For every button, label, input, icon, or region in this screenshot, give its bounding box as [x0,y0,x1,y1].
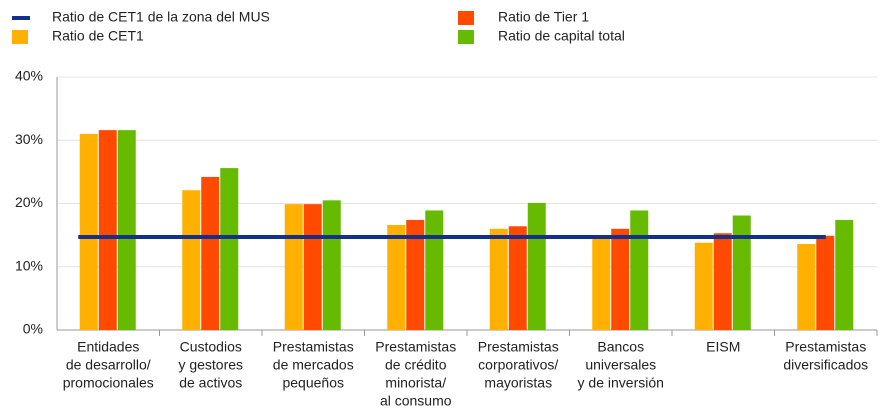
bar [630,210,649,330]
x-tick-label: diversificados [783,357,868,373]
bar [220,168,239,330]
x-tick-label: Prestamistas [478,339,559,355]
x-tick-label: pequeños [282,375,344,391]
x-tick-label: Entidades [77,339,139,355]
x-tick-label: al consumo [380,393,452,409]
bar [713,233,732,330]
x-tick-label: Custodios [180,339,242,355]
legend-swatch [458,11,474,25]
bar [201,176,220,330]
bar [592,237,611,330]
bar [611,228,630,330]
bar [816,235,835,330]
bar [732,215,751,330]
y-tick-label: 30% [15,131,43,147]
x-tick-label: de mercados [273,357,354,373]
bar [835,219,854,330]
bar [98,130,117,330]
y-tick-label: 20% [15,194,43,210]
bar [117,130,136,330]
x-tick-label: Bancos [597,339,644,355]
legend-label: Ratio de Tier 1 [498,9,589,25]
legend-label: Ratio de CET1 de la zona del MUS [52,9,270,25]
x-tick-label: de activos [179,375,242,391]
x-tick-label: minorista/ [385,375,446,391]
x-tick-label: promocionales [63,375,154,391]
y-tick-label: 10% [15,257,43,273]
legend-swatch [12,30,28,44]
x-tick-label: de crédito [385,357,447,373]
legend-swatch [458,30,474,44]
bar [303,204,322,330]
bar [182,190,201,330]
x-tick-label: Prestamistas [375,339,456,355]
x-tick-label: y gestores [178,357,243,373]
bar [387,225,406,330]
x-tick-label: EISM [706,339,740,355]
bar [489,228,508,330]
x-tick-label: corporativos/ [478,357,558,373]
x-tick-label: Prestamistas [273,339,354,355]
bar [79,133,98,330]
legend-label: Ratio de capital total [498,28,625,44]
bar [527,202,546,330]
bar [425,210,444,330]
bar [508,226,527,330]
bar [797,243,816,330]
x-tick-label: y de inversión [578,375,664,391]
bar [694,242,713,330]
y-tick-label: 0% [23,321,43,337]
bar [322,200,341,330]
x-tick-label: universales [585,357,656,373]
x-tick-label: mayoristas [484,375,552,391]
y-tick-label: 40% [15,68,43,84]
bar [284,204,303,330]
legend-label: Ratio de CET1 [52,28,144,44]
x-tick-label: de desarrollo/ [66,357,151,373]
x-tick-label: Prestamistas [785,339,866,355]
bar [406,219,425,330]
